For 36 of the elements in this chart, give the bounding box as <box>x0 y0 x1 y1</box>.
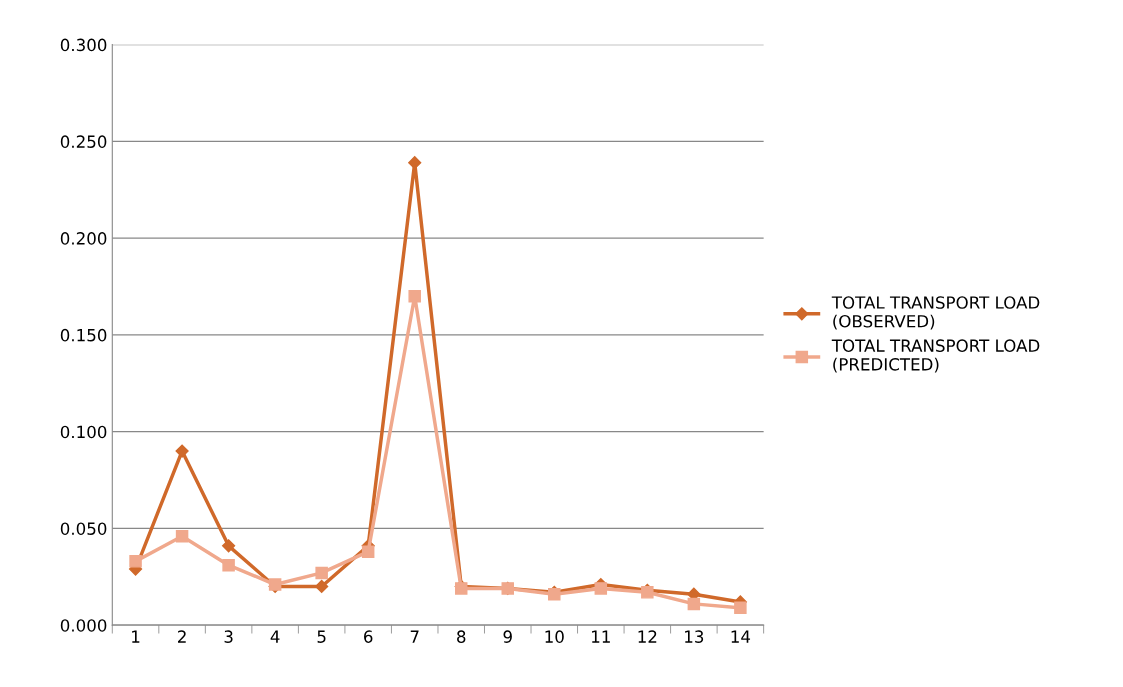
point <box>687 597 701 611</box>
legend-label: TOTAL TRANSPORT LOAD (OBSERVED) <box>831 296 1040 330</box>
x-tick-label: 9 <box>503 630 512 643</box>
x-tick-label: 4 <box>270 630 280 643</box>
x-tick-label: 7 <box>410 630 419 643</box>
y-tick-label: 0.150 <box>60 328 107 342</box>
point <box>222 539 236 553</box>
point <box>594 582 608 595</box>
x-tick-label: 10 <box>545 630 564 643</box>
x-tick-label: 14 <box>731 630 751 643</box>
point <box>175 529 189 543</box>
x-tick-label: 2 <box>178 630 186 643</box>
y-tick-label: 0.250 <box>60 135 107 148</box>
y-tick-label: 0.300 <box>60 38 107 52</box>
x-tick-label: 6 <box>364 630 373 643</box>
point <box>315 566 328 580</box>
x-tick-label: 12 <box>638 630 657 643</box>
x-tick-label: 1 <box>132 630 140 643</box>
point <box>408 156 422 170</box>
point <box>222 558 235 572</box>
point <box>408 289 421 303</box>
x-tick-label: 11 <box>592 630 610 643</box>
point <box>129 555 142 568</box>
legend-label: TOTAL TRANSPORT LOAD (PREDICTED) <box>831 339 1040 373</box>
point <box>175 444 189 458</box>
point <box>315 579 329 594</box>
y-tick-label: 0.200 <box>60 232 107 245</box>
y-tick-label: 0.050 <box>60 522 107 535</box>
x-tick-label: 3 <box>224 630 233 643</box>
x-tick-label: 13 <box>685 630 704 643</box>
x-tick-label: 8 <box>457 630 466 643</box>
point <box>361 545 375 558</box>
point <box>734 601 747 615</box>
x-tick-label: 5 <box>317 630 326 643</box>
y-tick-label: 0.100 <box>60 425 107 439</box>
y-tick-label: 0.000 <box>60 619 107 632</box>
